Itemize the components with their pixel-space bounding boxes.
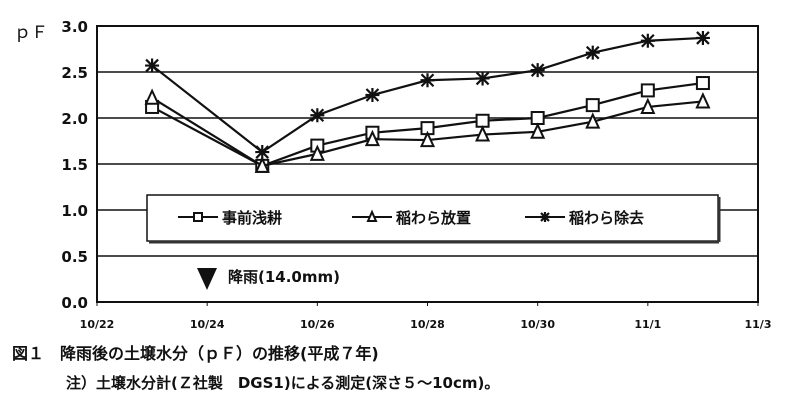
asterisk-marker [145, 58, 160, 73]
asterisk-marker [530, 63, 545, 78]
x-tick-label: 11/1 [634, 318, 661, 331]
asterisk-marker [365, 88, 380, 102]
legend-label: 稲わら除去 [569, 209, 644, 227]
square-marker [695, 76, 710, 91]
y-tick-label: 1.0 [61, 202, 88, 220]
asterisk-marker [420, 73, 435, 88]
figure-note: 注）土壌水分計(Ｚ社製 DGS1)による測定(深さ５～10cm)。 [66, 374, 500, 392]
x-tick-label: 10/28 [410, 318, 445, 331]
y-tick-label: 3.0 [61, 18, 88, 36]
series-asterisk [145, 30, 710, 160]
triangle-marker [695, 92, 711, 109]
series-line [151, 96, 704, 168]
legend-item: 稲わら放置 [352, 209, 471, 227]
asterisk-marker [585, 45, 600, 60]
rain-annotation: 降雨(14.0mm) [197, 268, 340, 290]
series-line [151, 81, 704, 168]
asterisk-marker [310, 108, 325, 123]
triangle-marker [254, 156, 270, 173]
triangle-marker [419, 130, 436, 148]
series-lines [144, 30, 711, 173]
legend-label: 事前浅耕 [222, 209, 282, 227]
square-marker [475, 113, 490, 128]
legend-label: 稲わら放置 [396, 209, 471, 227]
triangle-marker [585, 112, 601, 129]
square-marker [585, 98, 600, 113]
triangle-marker [475, 125, 491, 142]
rain-label: 降雨(14.0mm) [228, 268, 340, 286]
series-line [151, 36, 703, 154]
triangle-marker [530, 122, 546, 139]
legend: 事前浅耕 稲わら放置 稲わら除去 [146, 194, 721, 244]
x-tick-label: 10/30 [520, 318, 555, 331]
y-tick-label: 2.0 [61, 110, 88, 128]
asterisk-marker [540, 212, 550, 222]
square-marker [530, 111, 545, 125]
y-tick-label: 0.0 [61, 294, 88, 312]
legend-item: 事前浅耕 [178, 209, 282, 227]
x-tick-label: 10/22 [80, 318, 115, 331]
square-marker [640, 83, 655, 98]
triangle-marker [366, 209, 378, 222]
y-tick-label: 1.5 [61, 156, 88, 174]
square-marker [193, 212, 203, 222]
x-tick-labels: 10/22 10/24 10/26 10/28 10/30 11/1 11/3 [80, 318, 772, 331]
y-axis-label: ｐＦ [14, 23, 48, 43]
figure-caption: 図１ 降雨後の土壌水分（ｐＦ）の推移(平成７年) [12, 344, 379, 363]
asterisk-marker [255, 145, 270, 160]
y-tick-label: 2.5 [61, 64, 88, 82]
triangle-marker [640, 97, 656, 114]
chart: ｐＦ 0.0 0.5 1.0 1.5 2.0 2.5 3.0 10/22 10/24 10/26… [14, 18, 772, 331]
asterisk-marker [695, 30, 710, 45]
x-tick-label: 11/3 [745, 318, 772, 331]
x-tick-label: 10/24 [190, 318, 225, 331]
x-tick-label: 10/26 [300, 318, 335, 331]
rain-marker-icon [197, 268, 217, 290]
series-square [145, 76, 710, 173]
asterisk-marker [475, 71, 490, 86]
asterisk-marker [640, 33, 655, 48]
y-tick-labels: 0.0 0.5 1.0 1.5 2.0 2.5 3.0 [61, 18, 88, 312]
triangle-marker [144, 88, 160, 105]
series-triangle [144, 88, 711, 173]
legend-item: 稲わら除去 [525, 209, 644, 227]
y-tick-label: 0.5 [61, 248, 88, 266]
triangle-marker [309, 144, 325, 161]
gridlines [96, 25, 759, 306]
triangle-marker [364, 129, 380, 147]
